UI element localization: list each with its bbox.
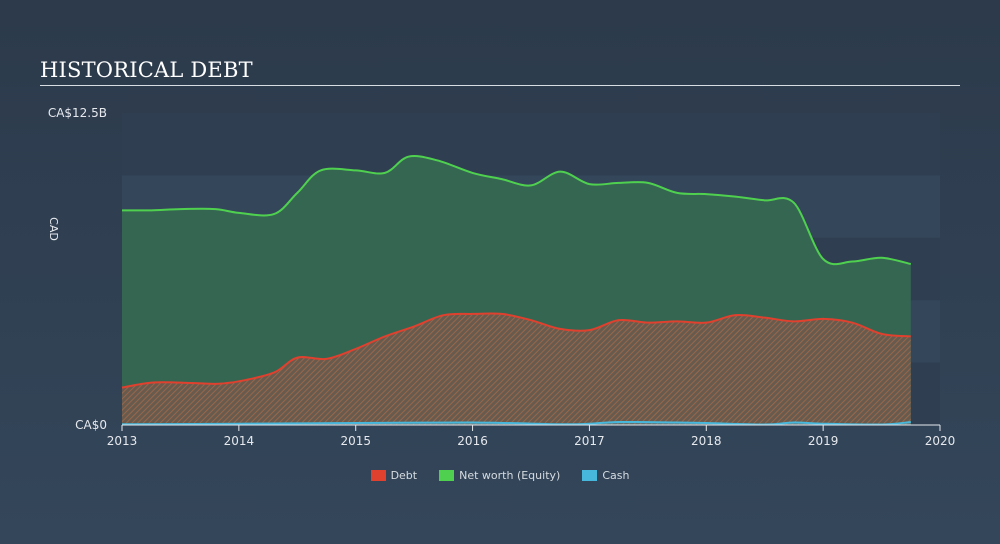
plot-band <box>122 113 940 176</box>
equity-line <box>121 155 912 266</box>
x-tick-label: 2019 <box>808 434 839 448</box>
x-tick-label: 2013 <box>107 434 138 448</box>
debt-area <box>122 313 911 425</box>
chart-legend: Debt Net worth (Equity) Cash <box>0 469 1000 482</box>
legend-label-equity: Net worth (Equity) <box>459 469 561 482</box>
legend-item-debt[interactable]: Debt <box>370 469 418 482</box>
x-tick-label: 2015 <box>340 434 371 448</box>
debt-line <box>121 312 911 389</box>
legend-swatch-equity <box>439 470 455 481</box>
x-tick-label: 2020 <box>925 434 956 448</box>
legend-item-cash[interactable]: Cash <box>582 469 629 482</box>
title-divider <box>40 85 960 86</box>
legend-item-equity[interactable]: Net worth (Equity) <box>439 469 560 482</box>
x-tick-label: 2016 <box>457 434 488 448</box>
chart-title: HISTORICAL DEBT <box>40 58 253 82</box>
legend-swatch-debt <box>370 470 386 481</box>
cash-line <box>121 420 911 426</box>
legend-swatch-cash <box>582 470 598 481</box>
x-tick-label: 2014 <box>224 434 255 448</box>
y-tick-label: CA$12.5B <box>48 106 107 120</box>
y-tick-label: CA$0 <box>75 418 107 432</box>
legend-label-cash: Cash <box>602 469 630 482</box>
x-tick-label: 2017 <box>574 434 605 448</box>
x-tick-label: 2018 <box>691 434 722 448</box>
legend-label-debt: Debt <box>390 469 418 482</box>
y-axis-label: CAD <box>47 217 60 241</box>
